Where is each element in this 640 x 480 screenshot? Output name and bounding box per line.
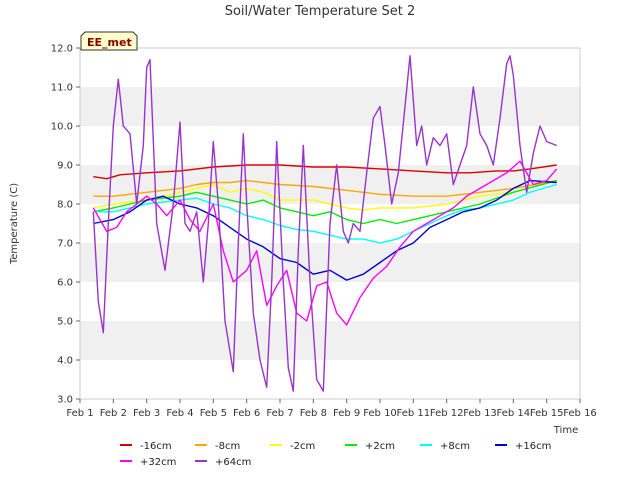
y-tick-label: 7.0 [57,239,73,250]
legend-label: +2cm [365,441,395,452]
station-tag: EE_met [80,31,138,51]
x-tick-label: Feb 13 [463,408,497,419]
plot-frame [79,47,581,400]
legend-label: +16cm [515,441,551,452]
station-tag-label: EE_met [87,36,132,49]
station-tag-box [80,31,138,51]
x-tick-label: Feb 4 [166,408,193,419]
x-axis-title: Time [553,425,578,436]
grid-band [80,321,580,360]
x-tick-label: Feb 2 [100,408,127,419]
grid-band [80,282,580,321]
grid-band [80,48,580,87]
y-tick-label: 8.0 [57,200,73,211]
y-tick-label: 3.0 [57,395,73,406]
series-line-64cm [92,55,557,392]
legend-label: +32cm [140,457,176,468]
series-line-8cm [93,179,557,197]
legend-label: +64cm [215,457,251,468]
x-tick-label: Feb 6 [233,408,260,419]
series-line-32cm [92,160,558,326]
x-tick-label: Feb 7 [266,408,293,419]
legend-label: +8cm [440,441,470,452]
legend-label: -2cm [290,441,315,452]
series-lines [92,55,558,392]
x-tick-label: Feb 12 [430,408,464,419]
y-tick-label: 9.0 [57,161,73,172]
x-tick-label: Feb 5 [200,408,227,419]
y-axis-title: Temperature (C) [9,183,20,265]
series-line-2cm [93,179,557,225]
x-tick-label: Feb 16 [563,408,597,419]
x-tick-label: Feb 11 [397,408,431,419]
y-tick-label: 12.0 [51,44,73,55]
legend: -16cm -8cm -2cm +2cm +8cm +16cm +32cm +64cm [120,441,551,468]
x-tick-label: Feb 9 [333,408,360,419]
x-tick-label: Feb 14 [497,408,531,419]
x-tick-label: Feb 8 [300,408,327,419]
x-tick-label: Feb 1 [66,408,93,419]
grid-band [80,87,580,126]
grid-band [80,243,580,282]
grid-band [80,360,580,399]
y-axis-ticks: 3.0 4.0 5.0 6.0 7.0 8.0 9.0 10.0 11.0 12.0 [51,44,80,406]
chart-title: Soil/Water Temperature Set 2 [225,4,416,19]
x-tick-label: Feb 15 [530,408,564,419]
x-tick-label: Feb 10 [363,408,397,419]
grid-band [80,126,580,165]
y-tick-label: 4.0 [57,356,73,367]
x-tick-label: Feb 3 [133,408,160,419]
y-tick-label: 5.0 [57,317,73,328]
series-line-16cm [93,164,557,180]
y-tick-label: 6.0 [57,278,73,289]
legend-label: -8cm [215,441,240,452]
y-tick-label: 10.0 [51,122,73,133]
legend-label: -16cm [140,441,172,452]
x-axis-ticks: Feb 1 Feb 2 Feb 3 Feb 4 Feb 5 Feb 6 Feb 7 Feb 8… [66,399,597,419]
series-line-16cm [93,179,557,281]
y-tick-label: 11.0 [51,83,73,94]
